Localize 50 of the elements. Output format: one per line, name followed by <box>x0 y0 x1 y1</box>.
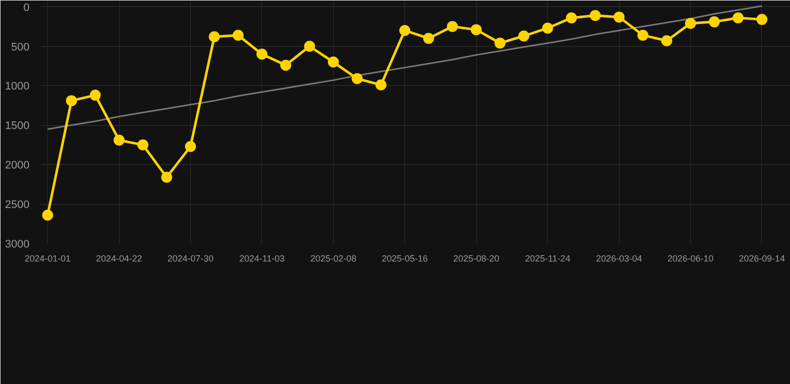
x-tick-label: 2025-02-08 <box>310 254 356 264</box>
x-tick-label: 2026-03-04 <box>596 254 642 264</box>
point <box>208 31 220 42</box>
x-tick-label: 2025-11-24 <box>524 254 570 264</box>
y-tick-label: 3000 <box>5 238 30 250</box>
point <box>661 35 672 46</box>
point <box>280 60 292 71</box>
point <box>446 21 458 32</box>
point <box>685 18 696 29</box>
x-tick-label: 2024-07-30 <box>167 254 214 264</box>
point <box>256 48 268 60</box>
point <box>732 12 744 24</box>
point <box>566 12 577 24</box>
point <box>708 16 720 28</box>
y-tick-label: 1000 <box>5 80 30 93</box>
y-tick-label: 2000 <box>5 160 30 172</box>
point <box>66 95 77 106</box>
x-tick-label: 2024-04-22 <box>96 254 142 264</box>
x-tick-label: 2024-01-01 <box>24 254 71 264</box>
point <box>352 73 363 84</box>
x-tick-label: 2026-06-10 <box>667 254 714 264</box>
point <box>375 79 386 90</box>
point <box>614 12 625 23</box>
x-tick-label: 2024-11-03 <box>239 254 285 264</box>
point <box>590 10 601 21</box>
point <box>137 139 148 150</box>
point <box>756 14 768 25</box>
x-tick-label: 2025-05-16 <box>382 254 428 264</box>
point <box>328 56 339 68</box>
point <box>42 210 54 221</box>
point <box>518 30 530 42</box>
point <box>542 22 554 34</box>
y-tick-label: 0 <box>23 2 30 14</box>
point <box>470 24 482 36</box>
y-tick-label: 500 <box>11 41 30 54</box>
point <box>90 90 101 101</box>
point <box>185 140 196 152</box>
point <box>399 24 410 36</box>
y-tick-label: 1500 <box>5 120 30 132</box>
point <box>494 38 506 49</box>
x-tick-label: 2026-09-14 <box>738 254 785 264</box>
point <box>304 40 316 52</box>
y-tick-label: 2500 <box>5 199 30 212</box>
x-tick-label: 2025-08-20 <box>453 254 500 264</box>
line-series <box>46 5 763 130</box>
point <box>161 172 172 183</box>
point <box>232 30 244 41</box>
point <box>423 32 434 44</box>
point <box>637 30 648 41</box>
point <box>114 134 125 146</box>
